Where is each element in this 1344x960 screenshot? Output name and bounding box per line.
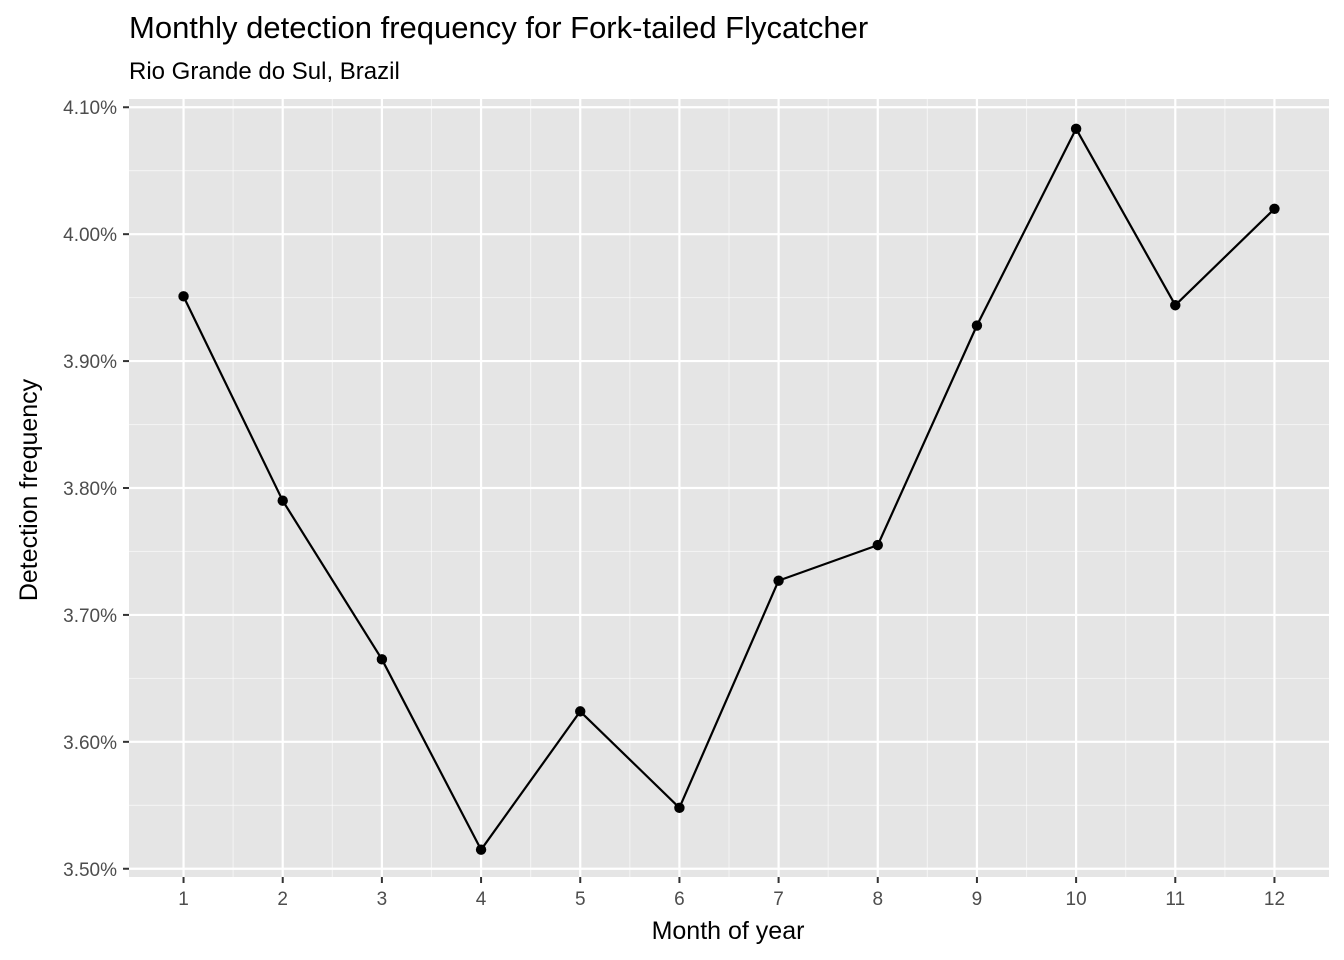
- data-point: [872, 539, 883, 551]
- x-tick-label: 9: [972, 889, 983, 910]
- y-tick-label: 3.80%: [63, 479, 117, 500]
- y-tick-label: 3.90%: [63, 352, 117, 373]
- data-point: [674, 802, 685, 814]
- y-tick-label: 4.00%: [63, 225, 117, 246]
- x-tick-label: 1: [178, 889, 189, 910]
- y-axis: 3.50% 3.60% 3.70% 3.80% 3.90% 4.00% 4.10%: [63, 98, 129, 881]
- x-tick-label: 10: [1066, 889, 1087, 910]
- y-tick-label: 3.70%: [63, 606, 117, 627]
- data-point: [376, 654, 388, 665]
- data-point: [575, 706, 586, 717]
- x-tick-label: 11: [1165, 889, 1185, 910]
- y-tick-label: 3.50%: [63, 860, 117, 881]
- y-tick-label: 3.60%: [63, 733, 117, 754]
- y-axis-title: Detection frequency: [15, 378, 43, 601]
- data-point: [1269, 203, 1280, 214]
- x-tick-label: 3: [377, 889, 388, 910]
- series-line: [182, 127, 1276, 851]
- x-tick-label: 5: [575, 889, 586, 910]
- major-gridlines: [129, 99, 1329, 877]
- series-polyline: [182, 127, 1276, 851]
- chart-title: Monthly detection frequency for Fork-tai…: [129, 10, 869, 45]
- x-tick-label: 12: [1264, 889, 1285, 910]
- data-point: [178, 291, 189, 302]
- chart-subtitle: Rio Grande do Sul, Brazil: [129, 58, 400, 85]
- x-axis-title: Month of year: [652, 917, 805, 945]
- x-tick-label: 7: [773, 889, 784, 910]
- data-point: [1070, 123, 1082, 135]
- data-point: [773, 575, 784, 586]
- x-tick-label: 2: [277, 889, 288, 910]
- data-point: [277, 495, 288, 506]
- data-point: [475, 844, 487, 855]
- data-points: [178, 123, 1280, 855]
- data-point: [1170, 300, 1181, 311]
- x-axis: 1 2 3 4 5 6 7 8 9 10 11 12: [178, 877, 1285, 910]
- x-tick-label: 8: [872, 889, 883, 910]
- y-tick-label: 4.10%: [63, 98, 117, 119]
- data-point: [971, 320, 983, 331]
- x-tick-label: 4: [476, 889, 487, 910]
- x-tick-label: 6: [674, 889, 685, 910]
